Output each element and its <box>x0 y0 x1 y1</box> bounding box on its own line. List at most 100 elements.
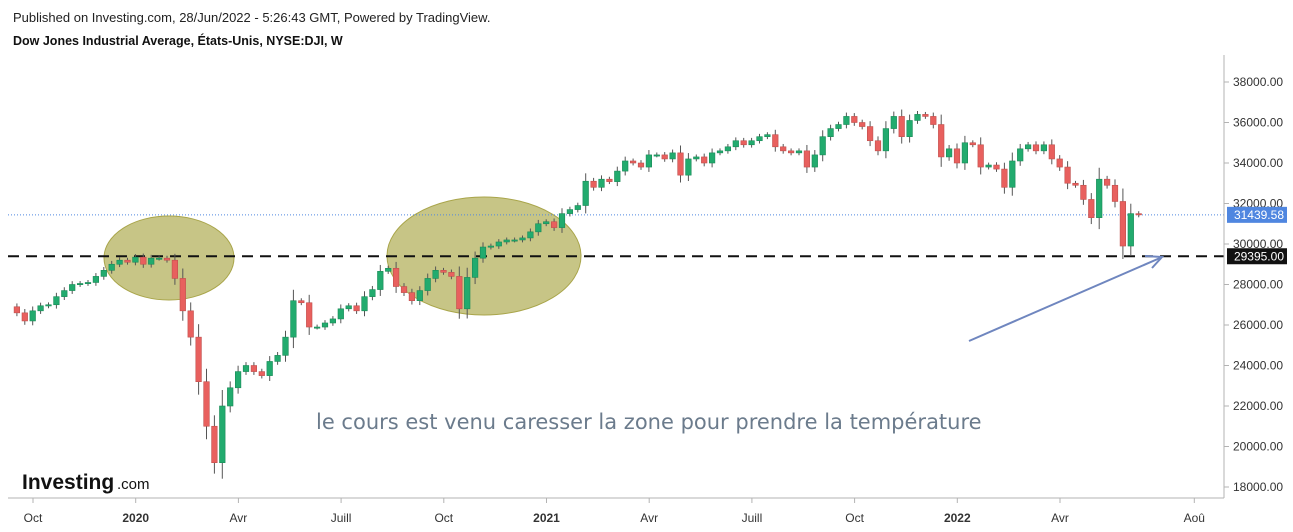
candle <box>1048 139 1055 165</box>
candle <box>661 152 668 162</box>
candle <box>740 137 747 148</box>
candle <box>1072 180 1079 188</box>
candle <box>298 298 305 306</box>
candle <box>1040 141 1047 155</box>
candle <box>108 260 115 274</box>
candle <box>69 281 76 294</box>
symbol-title: Dow Jones Industrial Average, États-Unis… <box>13 34 343 48</box>
candle <box>456 266 463 319</box>
candle <box>882 121 889 159</box>
candle <box>124 257 131 265</box>
candle <box>566 206 573 217</box>
candle <box>227 381 234 413</box>
x-tick-label: Juill <box>331 511 352 525</box>
candle <box>1009 152 1016 196</box>
candle <box>219 390 226 479</box>
candle <box>582 173 589 214</box>
candle <box>914 111 921 124</box>
last-price-value: 31439.58 <box>1234 208 1284 222</box>
candle <box>1064 161 1071 190</box>
candle <box>440 267 447 275</box>
annotation-text: le cours est venu caresser la zone pour … <box>316 410 982 434</box>
candle <box>701 153 708 167</box>
candle <box>772 129 779 152</box>
candle <box>116 257 123 268</box>
candle <box>748 137 755 148</box>
candle <box>1096 167 1103 230</box>
candle <box>614 166 621 187</box>
candle <box>953 143 961 169</box>
candle <box>313 324 321 330</box>
candle <box>922 111 929 119</box>
candle <box>859 119 866 130</box>
candle <box>1119 188 1126 259</box>
candle <box>866 121 874 147</box>
candle <box>187 302 194 346</box>
candle <box>780 143 787 154</box>
candle <box>84 280 92 286</box>
candle <box>1127 203 1134 256</box>
candle <box>503 237 510 245</box>
candle <box>787 148 795 156</box>
candle <box>479 242 487 263</box>
candle <box>266 356 273 381</box>
candle <box>1032 141 1040 155</box>
candle <box>329 316 337 326</box>
candle <box>1111 179 1119 208</box>
candle <box>535 219 542 236</box>
candle <box>606 176 613 185</box>
candle <box>1025 141 1032 152</box>
candle <box>985 162 992 170</box>
candle <box>290 289 297 349</box>
candle <box>519 235 526 243</box>
x-tick-label: Aoû <box>1184 511 1205 525</box>
y-tick-label: 38000.00 <box>1233 75 1283 89</box>
candle <box>708 148 716 168</box>
candle <box>574 202 581 213</box>
candle <box>756 133 763 144</box>
candle <box>337 304 344 324</box>
candle <box>945 144 953 161</box>
candle <box>156 255 163 261</box>
candle <box>416 286 423 306</box>
candle <box>377 264 384 296</box>
x-tick-label: Oct <box>845 511 864 525</box>
candle <box>653 152 660 158</box>
candle <box>345 303 352 312</box>
y-tick-label: 22000.00 <box>1233 399 1283 413</box>
candle <box>211 415 218 474</box>
candle <box>92 273 99 286</box>
publication-info: Published on Investing.com, 28/Jun/2022 … <box>13 10 491 25</box>
candle <box>495 239 502 249</box>
y-tick-label: 34000.00 <box>1233 156 1283 170</box>
candle <box>527 228 534 242</box>
candle <box>385 265 392 274</box>
candle <box>724 143 731 154</box>
candle <box>464 267 471 319</box>
candle <box>392 261 400 293</box>
candle <box>645 150 652 172</box>
x-tick-label: 2020 <box>122 511 149 525</box>
candle <box>835 121 842 132</box>
candle <box>550 218 558 231</box>
candle <box>685 153 692 182</box>
x-tick-label: Oct <box>24 511 43 525</box>
candle <box>977 137 984 175</box>
candle <box>61 287 68 300</box>
candle <box>874 136 882 156</box>
y-tick-label: 26000.00 <box>1233 318 1283 332</box>
candle <box>140 253 147 268</box>
candle <box>448 269 455 280</box>
candle <box>195 324 202 395</box>
candle <box>669 149 676 163</box>
candle <box>353 302 360 314</box>
x-tick-label: Oct <box>434 511 453 525</box>
candle <box>732 137 739 151</box>
y-tick-label: 24000.00 <box>1233 359 1283 373</box>
support-label: 29395.00 <box>1227 248 1287 265</box>
candle <box>274 352 281 365</box>
candle <box>369 285 376 301</box>
candle <box>851 113 858 126</box>
candle <box>803 144 810 173</box>
